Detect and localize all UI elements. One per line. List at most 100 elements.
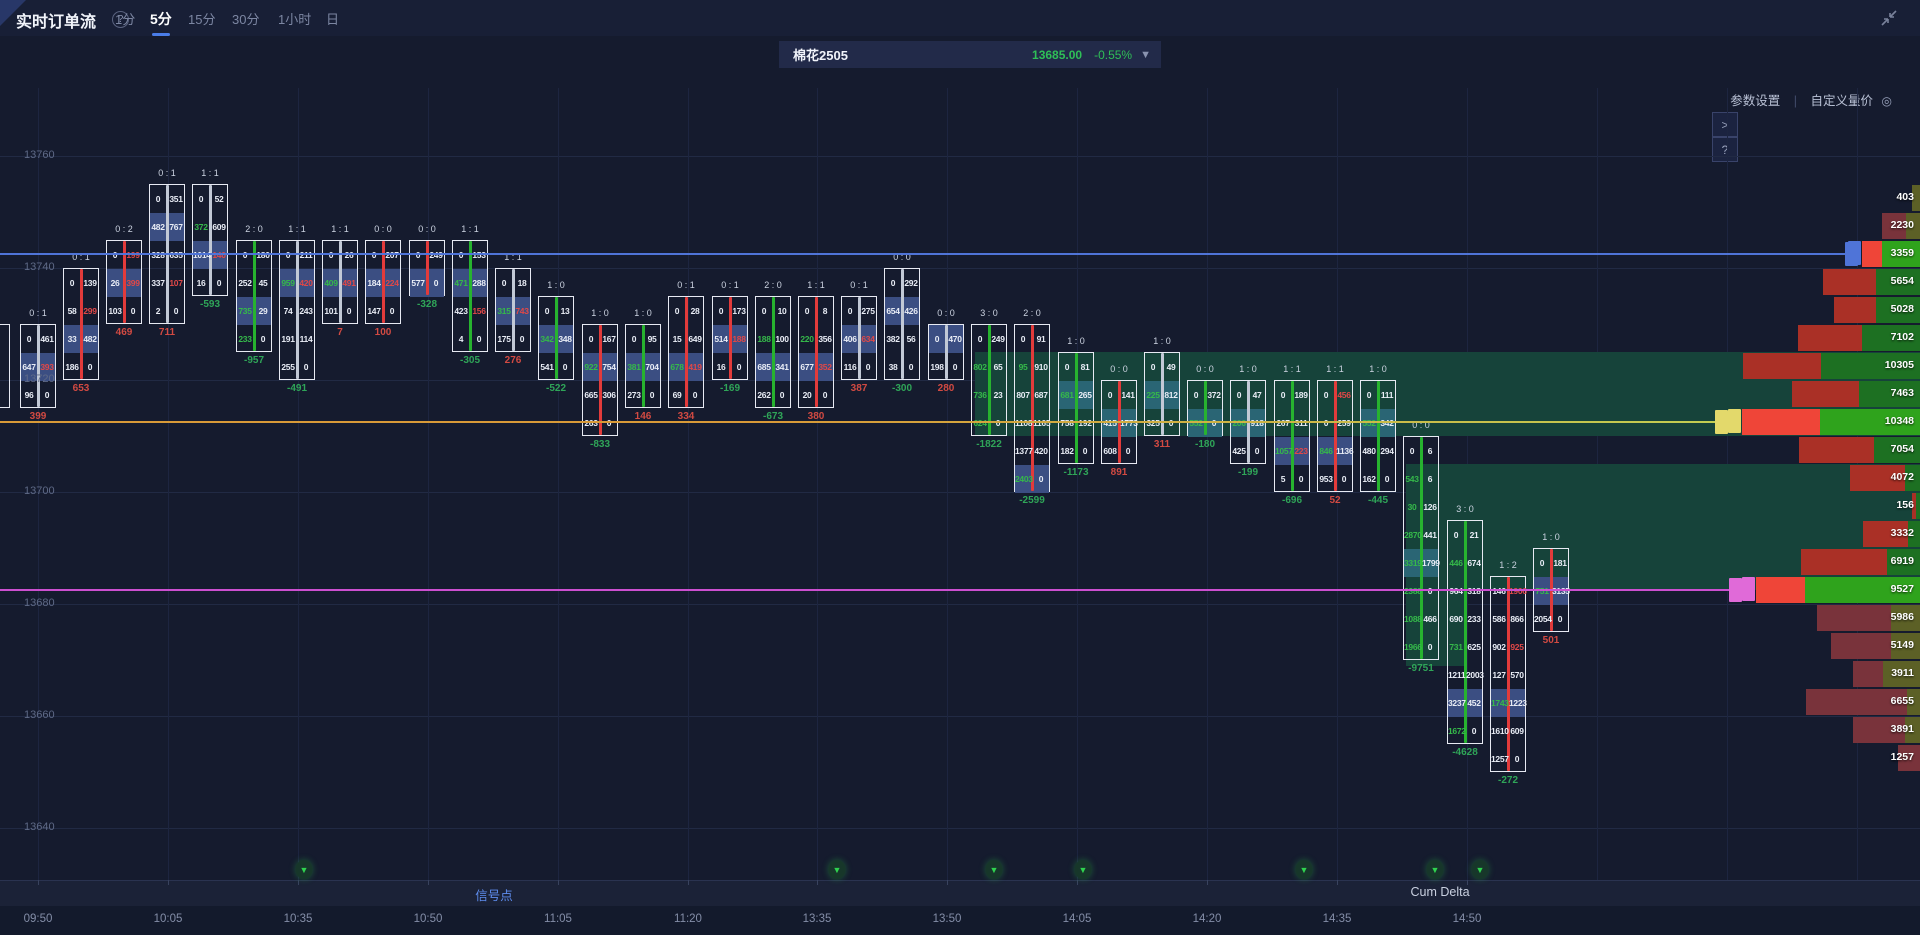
- volume-profile-sell-segment: [1822, 269, 1876, 295]
- volume-profile-buy-segment: [1907, 521, 1920, 547]
- help-icon[interactable]: ?: [112, 11, 129, 28]
- bid-volume-value: 1057: [1275, 446, 1293, 456]
- down-triangle-icon: ▼: [1475, 865, 1485, 875]
- ask-volume-value: 351: [169, 194, 183, 204]
- signal-marker-icon[interactable]: ▼: [985, 860, 1003, 879]
- price-axis-label: 13640: [24, 821, 55, 833]
- ask-volume-value: 0: [736, 362, 742, 372]
- footprint-candle: 0 173 514 188 16 0: [712, 296, 748, 380]
- footprint-candle: 0 10 188 100 685 341 262 0: [755, 296, 791, 408]
- volume-profile-sell-segment: [1742, 353, 1821, 379]
- ask-volume-value: 635: [169, 250, 183, 260]
- candle-delta-value: 711: [158, 327, 176, 338]
- ask-volume-value: 419: [688, 362, 702, 372]
- volume-profile-row: 3891: [1853, 717, 1920, 743]
- footprint-candle: 0 13 342 348 541 0: [538, 296, 574, 380]
- cum-delta-label[interactable]: Cum Delta: [1410, 885, 1470, 899]
- volume-profile-buy-segment: [1873, 437, 1920, 463]
- footprint-candle: 0 207 184 224 147 0: [365, 240, 401, 324]
- ask-volume-value: 0: [562, 362, 568, 372]
- footprint-candle: [0, 324, 10, 408]
- volume-profile-row: 10305: [1742, 353, 1920, 379]
- footprint-candle: 0 189 267 311 1057 223 5 0: [1274, 380, 1310, 492]
- ask-volume-value: 441: [1423, 530, 1437, 540]
- footprint-candle: 0 470 198 0: [928, 324, 964, 380]
- imbalance-header: 1 : 0: [547, 280, 565, 290]
- time-tick: [1077, 880, 1078, 885]
- ask-volume-value: 249: [429, 250, 443, 260]
- candle-direction-line: [641, 325, 645, 407]
- candle-delta-value: 276: [504, 355, 522, 366]
- volume-profile-row: 7054: [1798, 437, 1920, 463]
- ask-volume-value: 0: [649, 390, 655, 400]
- imbalance-header: 3 : 0: [1456, 504, 1474, 514]
- footprint-candle: 0 91 95 910 807 687 1108 1165 1377 420 2403 0: [1014, 324, 1051, 493]
- tab-timeframe-4[interactable]: 30分: [232, 12, 260, 27]
- bid-volume-value: 624: [973, 418, 987, 428]
- volume-profile-value: 10305: [1884, 359, 1914, 371]
- ask-volume-value: 65: [993, 362, 1003, 372]
- collapse-fullscreen-icon[interactable]: [1880, 9, 1898, 27]
- candle-delta-value: 311: [1153, 439, 1171, 450]
- bid-volume-value: 0: [1539, 558, 1545, 568]
- panel-help-button[interactable]: ?: [1712, 137, 1738, 162]
- ask-volume-value: 0: [303, 362, 309, 372]
- candle-direction-line: [1376, 381, 1380, 491]
- tab-timeframe-5[interactable]: 1小时: [278, 12, 312, 27]
- signal-marker-icon[interactable]: ▼: [828, 860, 846, 879]
- time-tick: [1207, 880, 1208, 885]
- tab-timeframe-2[interactable]: 5分: [150, 11, 172, 36]
- bid-volume-value: 678: [670, 362, 684, 372]
- bid-volume-value: 342: [540, 334, 554, 344]
- ask-volume-value: 13: [560, 306, 570, 316]
- expand-panel-button[interactable]: >: [1712, 112, 1738, 137]
- candle-direction-line: [728, 297, 732, 379]
- ask-volume-value: 0: [216, 278, 222, 288]
- param-settings-button[interactable]: 参数设置: [1730, 94, 1781, 108]
- ask-volume-value: 111: [1380, 390, 1394, 400]
- bid-volume-value: 758: [1060, 418, 1074, 428]
- ask-volume-value: 456: [1337, 390, 1351, 400]
- side-buttons: > ?: [1712, 112, 1738, 162]
- bid-volume-value: 0: [69, 278, 75, 288]
- signal-marker-icon[interactable]: ▼: [295, 860, 313, 879]
- price-axis-label: 13740: [24, 261, 55, 273]
- tab-timeframe-1[interactable]: 1分: [115, 12, 136, 27]
- time-axis-label: 09:50: [23, 913, 53, 925]
- signal-marker-icon[interactable]: ▼: [1471, 860, 1489, 879]
- volume-profile-buy-segment: [1904, 465, 1920, 491]
- custom-volume-price-button[interactable]: 自定义量价: [1810, 94, 1874, 108]
- signal-marker-icon[interactable]: ▼: [1426, 860, 1444, 879]
- bid-volume-value: 681: [1060, 390, 1074, 400]
- time-tick: [817, 880, 818, 885]
- ask-volume-value: 189: [1294, 390, 1308, 400]
- candle-direction-line: [1506, 577, 1510, 771]
- signal-marker-icon[interactable]: ▼: [1074, 860, 1092, 879]
- ask-volume-value: 249: [991, 334, 1005, 344]
- ask-volume-value: 866: [1510, 614, 1524, 624]
- bid-volume-value: 220: [800, 334, 814, 344]
- imbalance-header: 1 : 1: [461, 224, 479, 234]
- volume-profile-row: 3359: [1862, 241, 1920, 267]
- chevron-down-icon: ▼: [1140, 48, 1151, 61]
- tab-timeframe-6[interactable]: 日: [326, 12, 340, 27]
- bid-volume-value: 95: [1018, 362, 1028, 372]
- ask-volume-value: 1136: [1336, 446, 1354, 456]
- ask-volume-value: 609: [1510, 726, 1524, 736]
- bid-volume-value: 0: [718, 306, 724, 316]
- footprint-candle: 0 275 406 634 116 0: [841, 296, 877, 380]
- symbol-name: 棉花2505: [793, 48, 848, 63]
- symbol-selector[interactable]: 棉花2505 13685.00 -0.55% ▼: [779, 41, 1161, 68]
- tab-timeframe-3[interactable]: 15分: [188, 12, 216, 27]
- candle-direction-line: [1203, 381, 1207, 435]
- candle-delta-value: 100: [374, 327, 392, 338]
- divider: |: [1793, 94, 1798, 108]
- signal-marker-icon[interactable]: ▼: [1295, 860, 1313, 879]
- ask-volume-value: 466: [1423, 614, 1437, 624]
- bid-volume-value: 902: [1492, 642, 1506, 652]
- bid-volume-value: 273: [627, 390, 641, 400]
- imbalance-header: 1 : 1: [807, 280, 825, 290]
- signal-points-label[interactable]: 信号点: [475, 889, 513, 903]
- target-circle-icon[interactable]: ◎: [1881, 94, 1892, 108]
- ask-volume-value: 47: [1252, 390, 1262, 400]
